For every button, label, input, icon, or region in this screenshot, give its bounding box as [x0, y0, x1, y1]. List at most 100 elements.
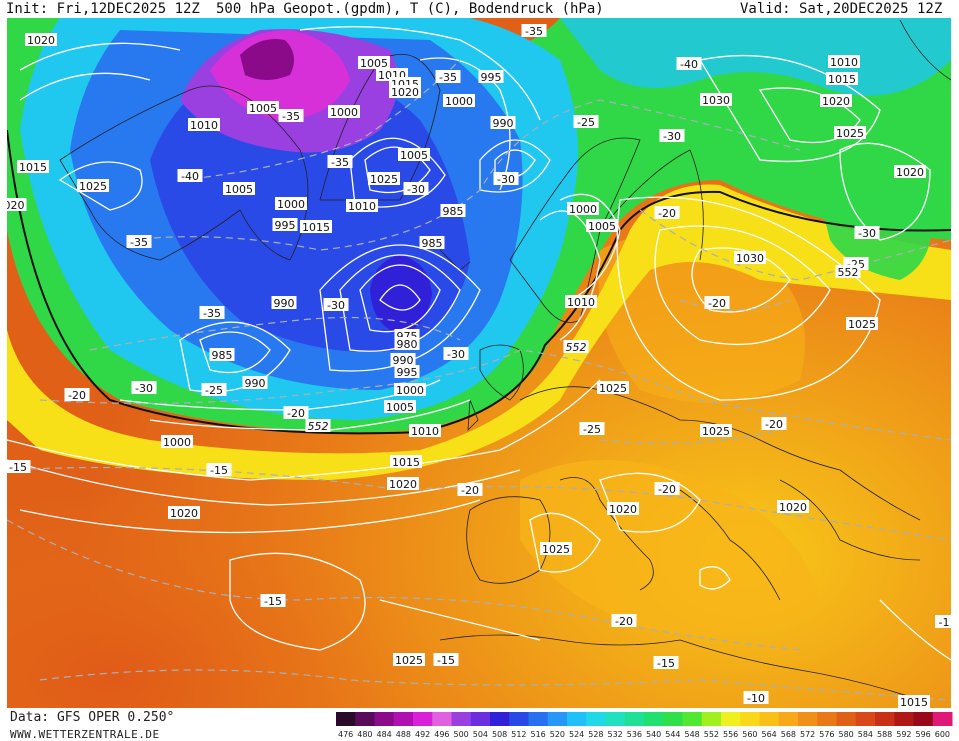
pressure-label: 1010 [188, 118, 220, 132]
legend-value: 512 [511, 730, 526, 739]
temperature-label: -20 [64, 388, 90, 402]
temperature-label-text: -20 [658, 483, 676, 496]
pressure-label-bg [275, 197, 307, 210]
pressure-label: 1010 [409, 424, 441, 438]
legend-value: 580 [838, 730, 853, 739]
init-time: Init: Fri,12DEC2025 12Z [6, 1, 200, 17]
pressure-label-text: 1005 [249, 102, 277, 115]
pressure-label-bg [394, 383, 426, 396]
temperature-label-bg [177, 169, 203, 182]
temperature-label-text: -15 [437, 654, 455, 667]
temperature-label: -35 [435, 70, 461, 84]
line-552-label-bg [563, 340, 589, 353]
temperature-label-text: -35 [130, 236, 148, 249]
temperature-label-text: -20 [765, 418, 783, 431]
legend-value: 520 [550, 730, 565, 739]
temperature-label-bg [126, 235, 152, 248]
temperature-label-bg [443, 347, 469, 360]
pressure-label: 985 [440, 204, 466, 218]
pressure-label-bg [419, 236, 445, 249]
pressure-label: 1025 [393, 653, 425, 667]
legend-value: 516 [530, 730, 545, 739]
pressure-label-text: 1015 [900, 696, 928, 708]
pressure-label-bg [272, 218, 298, 231]
pressure-label: 1025 [700, 424, 732, 438]
temperature-label-bg [654, 482, 680, 495]
temperature-label-text: -30 [407, 183, 425, 196]
pressure-label-text: 995 [397, 366, 418, 379]
temperature-label-text: -15 [657, 657, 675, 670]
temperature-label-bg [7, 460, 31, 473]
legend-value: 508 [492, 730, 507, 739]
temperature-label-text: -30 [497, 173, 515, 186]
temperature-label-text: -15 [210, 464, 228, 477]
pressure-label-bg [161, 435, 193, 448]
legend-swatch [509, 712, 529, 726]
temperature-label-bg [323, 298, 349, 311]
temperature-label-bg [283, 406, 309, 419]
temperature-label-bg [206, 463, 232, 476]
legend-swatch [701, 712, 722, 726]
pressure-label-bg [826, 72, 858, 85]
pressure-label-bg [894, 165, 926, 178]
legend-swatch [413, 712, 433, 726]
temperature-label: -20 [457, 483, 483, 497]
temperature-label: -25 [579, 422, 605, 436]
pressure-label: 1025 [597, 381, 629, 395]
temperature-label-text: -35 [282, 110, 300, 123]
pressure-label-text: 1025 [395, 654, 423, 667]
temperature-label: -25 [573, 115, 599, 129]
legend-value: 480 [357, 730, 372, 739]
temperature-label-bg [278, 109, 304, 122]
legend-value: 600 [935, 730, 950, 739]
legend-swatch [855, 712, 876, 726]
pressure-label-text: 1020 [170, 507, 198, 520]
pressure-label-text: 1000 [163, 436, 191, 449]
legend-swatch [644, 712, 664, 726]
pressure-label-text: 1025 [599, 382, 627, 395]
pressure-label: 1025 [368, 172, 400, 186]
temperature-label: 552 [835, 265, 861, 279]
pressure-label: 1015 [17, 160, 49, 174]
pressure-label: 1000 [567, 202, 599, 216]
pressure-label: 1025 [846, 317, 878, 331]
temperature-label-text: -15 [264, 595, 282, 608]
legend-value: 588 [877, 730, 892, 739]
legend-swatch [721, 712, 741, 726]
legend-value: 576 [819, 730, 834, 739]
temperature-label-bg [327, 155, 353, 168]
pressure-label: 020 [7, 198, 27, 212]
legend-swatch [759, 712, 780, 726]
pressure-label: 1005 [223, 182, 255, 196]
pressure-label-text: 1010 [567, 296, 595, 309]
temperature-label-text: -20 [708, 297, 726, 310]
legend-value: 476 [338, 730, 353, 739]
darkest-cold-core [240, 39, 294, 80]
pressure-label-bg [188, 118, 220, 131]
legend-value: 504 [473, 730, 488, 739]
pressure-label-bg [440, 204, 466, 217]
pressure-label-text: 1015 [392, 456, 420, 469]
pressure-label: 990 [390, 353, 416, 367]
pressure-label-text: 1025 [542, 543, 570, 556]
pressure-label: 995 [478, 70, 504, 84]
temperature-label-bg [521, 24, 547, 37]
isotherms [7, 59, 951, 701]
pressure-label-text: 1025 [836, 127, 864, 140]
temperature-label: -40 [177, 169, 203, 183]
temperature-label: -1 [935, 615, 951, 629]
pressure-label-bg [540, 542, 572, 555]
legend-swatch [547, 712, 568, 726]
temperature-label: -15 [7, 460, 31, 474]
chart-header: Init: Fri,12DEC2025 12Z 500 hPa Geopot.(… [0, 0, 959, 18]
legend-swatch [470, 712, 491, 726]
temperature-label-text: -40 [680, 58, 698, 71]
pressure-label: 1020 [389, 85, 421, 99]
temperature-label: -20 [654, 206, 680, 220]
site-url: WWW.WETTERZENTRALE.DE [10, 728, 160, 741]
pressure-label-bg [490, 116, 516, 129]
pressure-label-text: 990 [274, 297, 295, 310]
legend-value: 492 [415, 730, 430, 739]
legend-swatch [432, 712, 452, 726]
temperature-label-text: -20 [658, 207, 676, 220]
